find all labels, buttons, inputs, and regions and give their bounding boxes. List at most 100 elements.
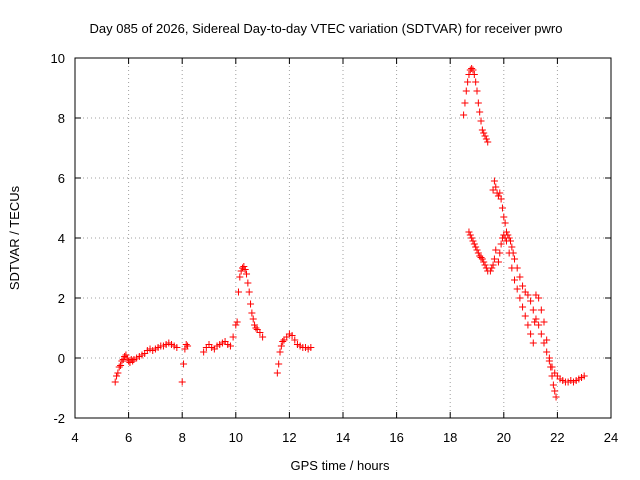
- data-point: [529, 339, 537, 347]
- data-point: [123, 354, 131, 362]
- data-point: [472, 243, 480, 251]
- data-point: [490, 255, 498, 263]
- series-pass-19h-high: [460, 65, 492, 146]
- data-point: [252, 324, 260, 332]
- data-point: [240, 263, 248, 270]
- grid: [75, 58, 611, 418]
- data-point: [474, 249, 482, 257]
- y-tick-label: 0: [58, 351, 65, 366]
- x-tick-label: 16: [389, 430, 403, 445]
- data-point: [465, 228, 473, 236]
- data-point: [276, 348, 284, 356]
- data-point: [307, 344, 315, 351]
- data-point: [492, 246, 500, 254]
- series-pass-8h: [178, 341, 192, 386]
- data-point: [180, 360, 188, 368]
- data-point: [543, 336, 551, 344]
- x-tick-label: 18: [443, 430, 457, 445]
- data-point: [469, 66, 477, 74]
- data-point: [498, 204, 506, 212]
- data-point: [477, 254, 485, 261]
- data-point: [122, 351, 130, 359]
- data-point: [497, 195, 505, 203]
- data-point: [547, 363, 555, 371]
- data-point: [486, 267, 494, 275]
- data-point: [537, 330, 545, 338]
- series-pass-20h-lower: [494, 231, 560, 401]
- data-point: [249, 315, 257, 323]
- data-point: [502, 237, 510, 245]
- data-point: [524, 291, 532, 299]
- data-point: [472, 78, 480, 86]
- series-pass-20h-upper: [489, 177, 588, 386]
- data-point: [117, 362, 125, 369]
- data-point: [548, 372, 556, 380]
- data-point: [519, 303, 527, 311]
- data-point: [200, 348, 208, 356]
- data-point: [511, 255, 519, 263]
- series-pass-9h: [200, 318, 241, 356]
- data-point: [291, 336, 299, 344]
- data-point: [500, 231, 508, 239]
- data-point: [111, 378, 119, 386]
- data-point: [527, 330, 535, 338]
- data-point: [248, 309, 256, 317]
- x-tick-label: 14: [336, 430, 350, 445]
- data-point: [484, 138, 492, 146]
- data-point: [496, 249, 504, 257]
- data-point: [226, 342, 234, 350]
- data-point: [543, 348, 551, 356]
- data-point: [478, 126, 486, 134]
- data-point: [508, 243, 516, 251]
- data-point: [470, 71, 478, 78]
- data-point: [508, 264, 516, 272]
- data-point: [535, 321, 543, 329]
- data-point: [492, 183, 500, 191]
- data-point: [505, 249, 513, 257]
- data-point: [113, 372, 121, 380]
- x-tick-label: 12: [282, 430, 296, 445]
- data-point: [481, 132, 489, 140]
- x-tick-label: 6: [125, 430, 132, 445]
- series-pass-19h-low: [465, 228, 500, 275]
- data-point: [480, 258, 488, 266]
- data-point: [468, 234, 476, 242]
- series-pass-10h: [234, 263, 267, 341]
- data-point: [549, 381, 557, 389]
- data-point: [178, 378, 186, 386]
- data-point: [129, 357, 137, 365]
- data-point: [468, 65, 476, 72]
- data-point: [173, 344, 181, 351]
- data-point: [288, 332, 296, 339]
- data-point: [275, 360, 283, 368]
- chart-title: Day 085 of 2026, Sidereal Day-to-day VTE…: [89, 21, 562, 36]
- data-point: [461, 99, 469, 107]
- data-point: [552, 393, 560, 401]
- data-point: [516, 294, 524, 302]
- data-point: [469, 237, 477, 245]
- series-pass-early: [111, 339, 181, 386]
- data-point: [480, 129, 488, 137]
- data-point: [540, 318, 548, 326]
- data-point: [488, 264, 496, 272]
- data-point: [233, 318, 241, 326]
- data-point: [115, 363, 123, 371]
- x-tick-label: 10: [229, 430, 243, 445]
- data-point: [511, 276, 519, 284]
- data-point: [244, 279, 252, 287]
- data-point: [482, 135, 490, 143]
- series-pass-12h: [273, 330, 315, 377]
- data-point: [489, 261, 497, 269]
- data-point: [490, 177, 498, 185]
- data-point: [234, 288, 242, 296]
- data-point: [501, 234, 509, 242]
- data-point: [494, 258, 502, 266]
- data-point: [118, 357, 126, 365]
- data-point: [237, 267, 245, 275]
- data-point: [535, 294, 543, 302]
- x-tick-label: 24: [604, 430, 618, 445]
- data-point: [182, 341, 190, 348]
- x-axis-label: GPS time / hours: [291, 458, 390, 473]
